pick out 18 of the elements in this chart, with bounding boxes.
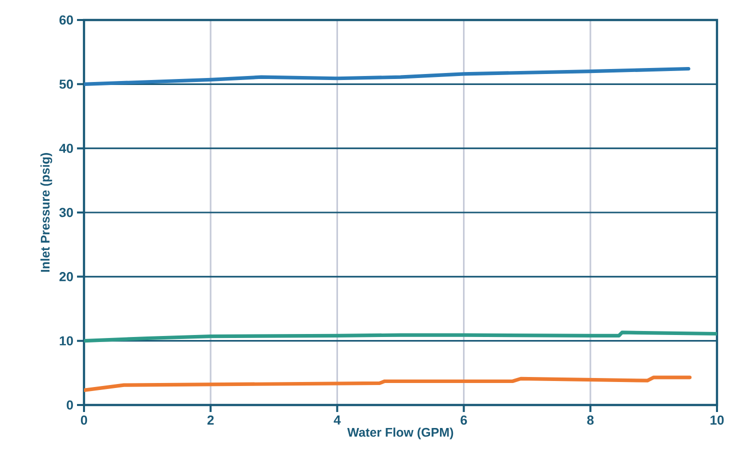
y-tick-label: 10 (60, 336, 73, 346)
y-tick-label: 20 (59, 272, 73, 282)
x-tick-label: 8 (587, 416, 594, 425)
x-tick-label: 4 (334, 416, 341, 424)
y-tick-label: 40 (59, 144, 73, 153)
y-tick-label: 60 (59, 15, 73, 25)
line-series (84, 66, 690, 86)
y-tick-label: 50 (59, 80, 73, 89)
line-series (84, 330, 717, 343)
line-series (84, 376, 692, 392)
x-tick-label: 10 (710, 416, 724, 425)
x-tick-label: 0 (80, 416, 88, 425)
x-tick-label: 6 (460, 416, 467, 425)
y-axis-title: Inlet Pressure (psig) (40, 153, 52, 272)
y-tick-label: 0 (66, 400, 73, 410)
x-axis-title: Water Flow (GPM) (347, 428, 454, 440)
y-tick-label: 30 (59, 208, 73, 218)
x-tick-label: 2 (207, 416, 214, 425)
